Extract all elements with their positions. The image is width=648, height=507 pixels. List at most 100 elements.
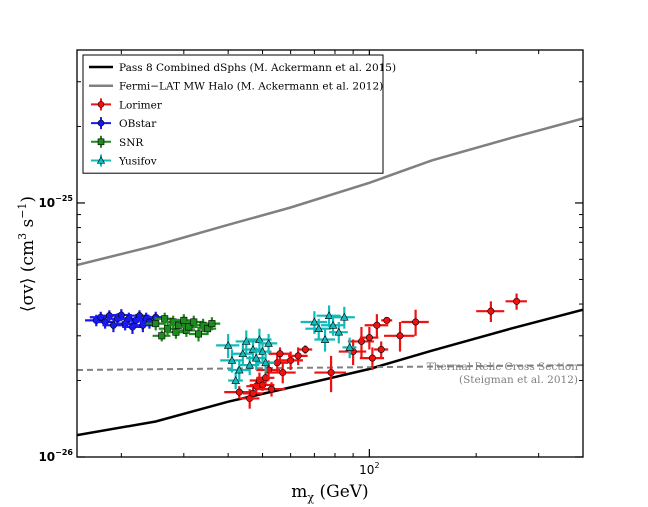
y-tick-label: 10−25 [38, 194, 73, 210]
lorimer-point [314, 355, 347, 393]
legend-series-label: Yusifov [118, 156, 157, 168]
snr-marker [152, 320, 160, 328]
plot-frame [76, 49, 584, 458]
lorimer-point [359, 347, 385, 371]
yusifov-point [216, 333, 240, 359]
legend-swatch-marker [96, 156, 106, 164]
lorimer-point [256, 382, 286, 397]
ticks-layer: 102 10−26 10−25 [38, 49, 584, 477]
obstar-point [94, 315, 116, 329]
lorimer-marker [383, 316, 391, 324]
lorimer-marker [377, 345, 385, 353]
yusifov-marker [310, 317, 319, 326]
lorimer-marker [365, 334, 373, 342]
lorimer-marker [513, 297, 521, 305]
yusifov-marker [261, 358, 270, 367]
legend-series-swatch [91, 135, 111, 148]
yusifov-marker [264, 338, 273, 347]
x-tick-label: 102 [359, 461, 379, 477]
annotation-line-2: (Steigman et al. 2012) [459, 374, 578, 386]
yusifov-marker [234, 365, 244, 374]
snr-marker [180, 316, 188, 324]
legend-series-label: OBstar [119, 118, 157, 130]
yusifov-point [316, 305, 341, 327]
yusifov-point [231, 343, 254, 366]
yusifov-point [300, 311, 328, 334]
yusifov-marker [227, 355, 237, 364]
legend-line-label: Pass 8 Combined dSphs (M. Ackermann et a… [119, 62, 396, 74]
lorimer-point [224, 386, 254, 399]
lorimer-point [381, 316, 393, 324]
yusifov-marker [340, 312, 349, 321]
lorimer-marker [368, 354, 376, 362]
annotation-line-1: Thermal Relic Cross Section [427, 361, 579, 373]
lorimer-point [268, 362, 296, 384]
yusifov-marker [328, 320, 338, 329]
yusifov-point [305, 318, 332, 340]
lorimer-point [359, 326, 379, 350]
yusifov-marker [334, 327, 344, 336]
snr-marker [164, 325, 172, 333]
snr-marker [208, 320, 216, 328]
lorimer-marker [276, 350, 284, 358]
lorimer-point [505, 293, 527, 310]
legend-line-label: Fermi−LAT MW Halo (M. Ackermann et al. 2… [119, 81, 383, 93]
yusifov-point [259, 333, 278, 354]
yusifov-marker [314, 324, 324, 333]
yusifov-marker [345, 342, 354, 351]
legend: Pass 8 Combined dSphs (M. Ackermann et a… [82, 54, 396, 174]
lorimer-point [373, 341, 389, 359]
lorimer-point [256, 371, 275, 385]
lorimer-marker [487, 307, 495, 315]
lorimer-marker [279, 369, 287, 377]
yusifov-point [333, 306, 355, 329]
lorimer-point [401, 309, 429, 336]
snr-point [152, 330, 171, 342]
yusifov-marker [241, 337, 251, 345]
lorimer-marker [301, 345, 309, 353]
lorimer-point [298, 345, 313, 354]
yusifov-point [228, 360, 250, 381]
lorimer-marker [268, 385, 276, 393]
lorimer-point [384, 321, 415, 352]
legend-series-swatch [91, 98, 111, 111]
lorimer-marker [287, 356, 295, 364]
yusifov-marker [324, 311, 334, 320]
legend-box [82, 54, 384, 174]
snr-marker [185, 323, 193, 331]
x-axis-label: mχ (GeV) [291, 482, 368, 504]
lorimer-marker [357, 337, 365, 345]
snr-marker [195, 330, 203, 338]
legend-series-label: SNR [119, 137, 144, 149]
yusifov-marker [223, 340, 233, 349]
lorimer-marker [396, 332, 404, 340]
yusifov-point [253, 341, 272, 363]
yusifov-marker [231, 376, 240, 384]
lorimer-marker [412, 318, 420, 326]
yusifov-point [256, 353, 275, 373]
y-tick-label: 10−26 [38, 448, 73, 464]
snr-point [146, 317, 165, 331]
snr-marker [158, 332, 166, 340]
mw-halo-limit-line [77, 117, 583, 267]
yusifov-point [342, 337, 357, 359]
yusifov-marker [258, 347, 267, 355]
lorimer-marker [373, 321, 381, 329]
legend-swatch-marker [97, 138, 105, 146]
yusifov-marker [245, 360, 255, 369]
yusifov-point [314, 328, 335, 352]
legend-swatch-marker [97, 101, 105, 108]
snr-marker [175, 321, 183, 329]
yusifov-point [329, 321, 348, 344]
legend-series-label: Lorimer [119, 99, 163, 111]
lorimer-marker [327, 369, 335, 377]
lorimer-point [364, 314, 389, 338]
lorimer-point [476, 301, 505, 322]
lorimer-marker [235, 388, 243, 396]
legend-series-swatch [91, 117, 111, 130]
points-layer [85, 293, 527, 409]
snr-marker [204, 325, 212, 333]
lorimer-point [268, 347, 291, 361]
snr-point [203, 317, 221, 331]
